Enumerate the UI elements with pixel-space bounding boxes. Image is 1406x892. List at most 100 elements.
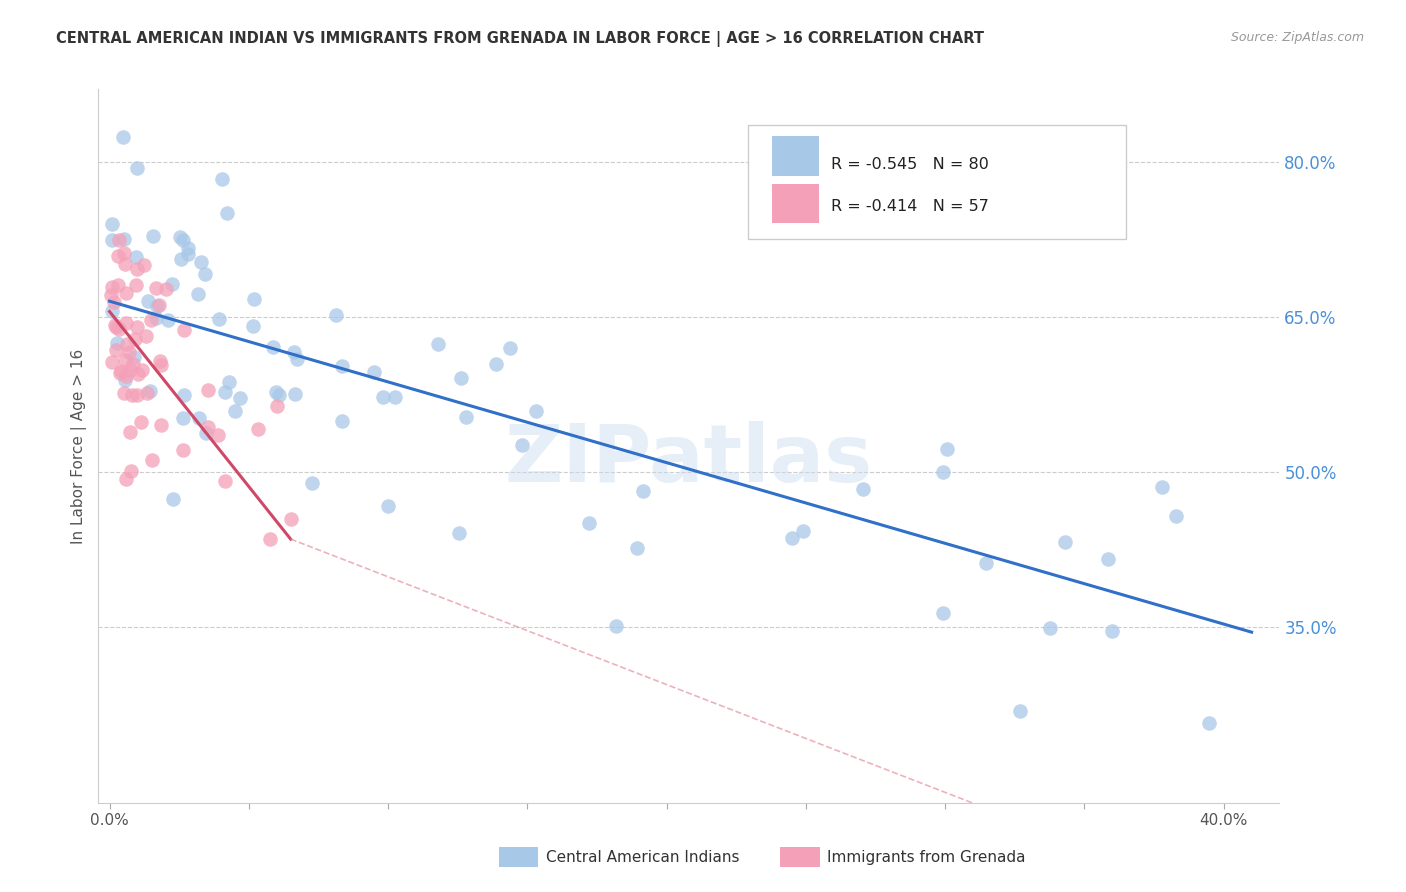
Point [141,453,163,467]
Point [851,483,873,497]
Point [125,278,148,293]
Point [134,258,156,272]
Point [931,606,953,620]
Point [936,442,959,456]
Point [156,313,179,327]
Point [1053,534,1076,549]
Point [194,426,217,441]
Point [101,304,124,318]
Point [122,357,145,371]
Point [145,310,167,325]
Point [139,313,162,327]
Point [101,233,124,247]
Point [931,465,953,479]
Point [512,438,534,452]
Point [605,619,627,633]
Point [172,442,194,457]
FancyBboxPatch shape [772,185,818,224]
Point [197,383,219,397]
Point [149,353,172,368]
Point [114,353,136,368]
Point [172,410,194,425]
Point [114,373,136,387]
Point [1008,704,1031,718]
Point [218,376,240,390]
Point [136,293,159,308]
Point [1097,552,1119,566]
Point [207,428,229,442]
Point [108,367,131,381]
Point [626,541,648,556]
Point [127,367,149,381]
Point [246,422,269,436]
Point [135,329,157,343]
Point [229,391,252,405]
Point [112,232,135,246]
Point [149,358,172,372]
Point [115,369,138,384]
Point [377,499,399,513]
Point [325,308,347,322]
Point [100,288,122,302]
Point [301,475,323,490]
Point [1166,508,1188,523]
Point [160,277,183,292]
Point [114,472,136,486]
Point [101,218,124,232]
Point [124,333,146,347]
FancyBboxPatch shape [772,136,818,176]
Point [259,532,281,546]
Point [121,387,143,401]
Point [103,294,125,309]
Point [188,410,211,425]
Point [266,399,288,413]
Point [974,556,997,570]
Point [125,320,148,334]
Point [101,280,124,294]
Point [139,384,162,398]
Point [105,335,128,350]
Text: Central American Indians: Central American Indians [546,850,740,864]
Point [108,322,131,336]
Point [285,352,308,367]
Point [118,344,141,359]
Point [131,363,153,377]
Point [118,425,141,439]
Point [115,337,138,351]
Point [187,286,209,301]
Point [214,474,236,488]
Point [155,282,177,296]
Point [224,403,246,417]
Y-axis label: In Labor Force | Age > 16: In Labor Force | Age > 16 [72,349,87,543]
Point [782,531,804,545]
Point [177,241,200,255]
Point [280,512,302,526]
Point [173,388,195,402]
Point [105,320,128,334]
Point [499,341,522,355]
Text: Source: ZipAtlas.com: Source: ZipAtlas.com [1230,31,1364,45]
Text: Immigrants from Grenada: Immigrants from Grenada [827,850,1025,864]
Point [120,362,142,376]
Point [162,491,184,506]
Point [197,420,219,434]
Point [447,525,470,540]
Point [283,345,305,359]
Point [148,298,170,312]
Point [101,355,124,369]
Text: ZIPatlas: ZIPatlas [505,421,873,500]
Point [145,280,167,294]
Point [115,286,138,301]
Point [170,252,193,267]
FancyBboxPatch shape [748,125,1126,239]
Point [190,255,212,269]
Point [169,230,191,244]
Point [426,337,449,351]
Point [149,417,172,432]
Point [114,316,136,330]
Point [104,318,127,332]
Point [1198,715,1220,730]
Point [111,129,134,144]
Point [129,415,152,429]
Point [107,278,129,293]
